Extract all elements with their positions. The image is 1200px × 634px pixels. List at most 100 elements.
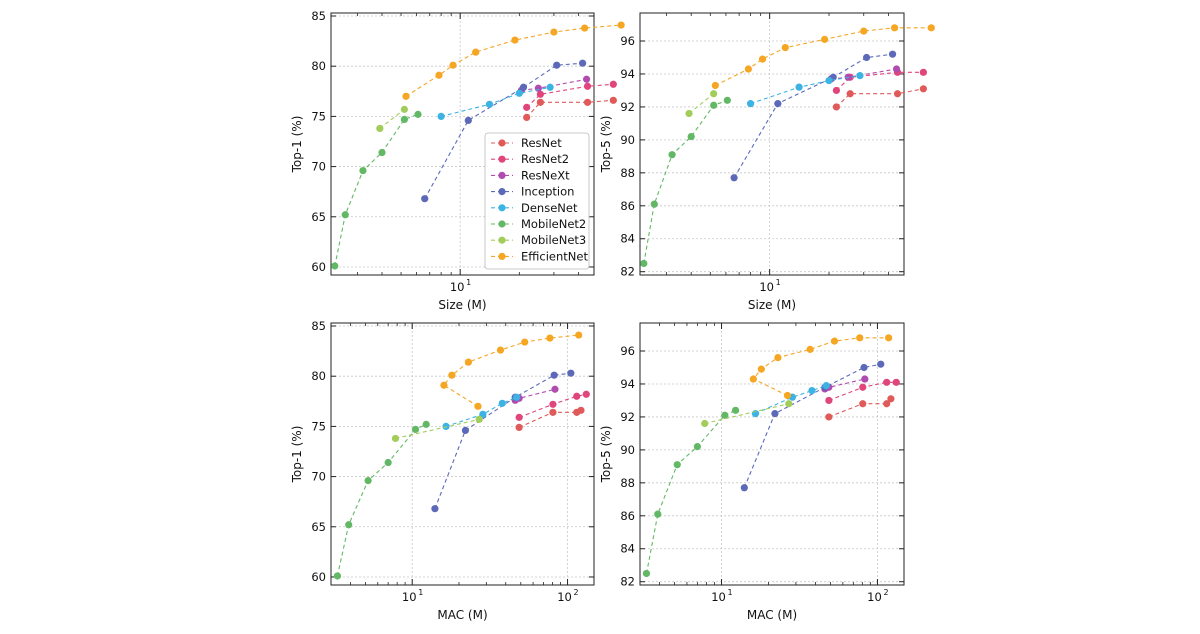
y-tick-label: 80 <box>311 369 326 383</box>
x-tick-exponent: 2 <box>883 588 888 597</box>
data-point <box>721 411 729 419</box>
data-point <box>859 383 867 391</box>
data-point <box>822 382 830 390</box>
data-point <box>860 363 868 372</box>
data-point <box>825 413 833 421</box>
data-point <box>550 371 558 379</box>
data-point <box>846 90 854 98</box>
data-point <box>856 334 864 342</box>
data-point <box>861 375 869 383</box>
series-line <box>526 83 614 108</box>
y-tick-label: 82 <box>620 265 635 279</box>
data-point <box>758 55 767 63</box>
legend-label: ResNet2 <box>521 152 569 166</box>
legend-item: MobileNet2 <box>491 217 586 231</box>
data-point <box>582 75 591 83</box>
data-point <box>609 96 617 104</box>
series-efficientnet <box>749 334 893 400</box>
data-point <box>567 369 575 377</box>
legend-label: EfficientNet <box>521 249 588 263</box>
data-point <box>746 100 755 108</box>
data-point <box>877 360 885 368</box>
legend-item: EfficientNet <box>491 249 588 263</box>
data-point <box>464 116 472 125</box>
data-point <box>883 378 891 386</box>
series-resnet <box>523 96 617 121</box>
series-line <box>828 398 892 418</box>
data-point <box>402 92 410 100</box>
data-point <box>808 386 816 395</box>
data-point <box>723 96 731 104</box>
series-line <box>334 113 419 267</box>
series-line <box>643 99 728 264</box>
x-axis-label: MAC (M) <box>747 608 797 622</box>
series-mobilenet2 <box>333 420 430 580</box>
series-densenet <box>442 393 521 430</box>
data-point <box>774 354 782 362</box>
data-point <box>795 83 803 91</box>
x-tick-exponent: 1 <box>728 588 733 597</box>
data-point <box>448 371 456 379</box>
series-resnet2 <box>523 80 617 111</box>
x-tick-label: 10 <box>759 280 774 294</box>
series-densenet <box>437 83 554 120</box>
legend-marker <box>498 188 506 196</box>
data-point <box>523 103 531 111</box>
data-point <box>549 408 557 416</box>
series-efficientnet <box>440 331 583 410</box>
data-point <box>783 391 792 400</box>
x-tick-exponent: 1 <box>418 588 423 597</box>
data-point <box>642 569 651 578</box>
y-tick-label: 75 <box>311 109 326 123</box>
data-point <box>806 345 814 353</box>
y-tick-label: 82 <box>620 575 635 589</box>
data-point <box>391 434 400 443</box>
legend-marker <box>498 139 506 147</box>
legend-item: MobileNet3 <box>491 233 586 247</box>
series-line <box>443 334 579 407</box>
x-axis-label: MAC (M) <box>437 608 487 622</box>
series-inception <box>421 59 587 203</box>
data-point <box>331 262 339 270</box>
axes-frame <box>639 322 905 586</box>
y-tick-label: 94 <box>620 67 635 81</box>
data-point <box>883 400 891 408</box>
series-line <box>688 93 715 114</box>
data-point <box>515 89 523 97</box>
series-line <box>743 363 881 489</box>
y-tick-label: 90 <box>620 443 635 457</box>
series-line <box>704 403 789 425</box>
y-tick-label: 86 <box>620 199 635 213</box>
data-point <box>475 415 483 423</box>
series-resnet <box>515 406 585 431</box>
y-axis-label: Top-5 (%) <box>599 116 613 174</box>
series-line <box>836 88 924 108</box>
series-line <box>379 108 405 129</box>
series-inception <box>730 50 897 182</box>
y-tick-label: 85 <box>311 319 326 333</box>
series-line <box>424 62 583 199</box>
data-point <box>345 521 353 529</box>
y-tick-label: 96 <box>620 34 635 48</box>
data-point <box>523 113 531 121</box>
y-tick-label: 90 <box>620 133 635 147</box>
series-efficientnet <box>711 24 935 90</box>
legend: ResNet ResNet2 ResNeXt Inception DenseNet Mob… <box>484 132 590 270</box>
data-point <box>859 400 867 408</box>
y-tick-label: 85 <box>311 9 326 23</box>
y-tick-label: 80 <box>311 59 326 73</box>
data-point <box>546 334 554 342</box>
data-point <box>581 24 589 32</box>
legend-item: ResNet2 <box>491 152 569 166</box>
data-point <box>411 425 420 434</box>
legend-marker <box>498 220 506 228</box>
data-point <box>730 174 738 182</box>
legend-marker <box>498 155 506 163</box>
data-point <box>333 572 342 580</box>
data-point <box>785 400 793 408</box>
data-point <box>400 115 408 124</box>
data-point <box>421 195 429 203</box>
